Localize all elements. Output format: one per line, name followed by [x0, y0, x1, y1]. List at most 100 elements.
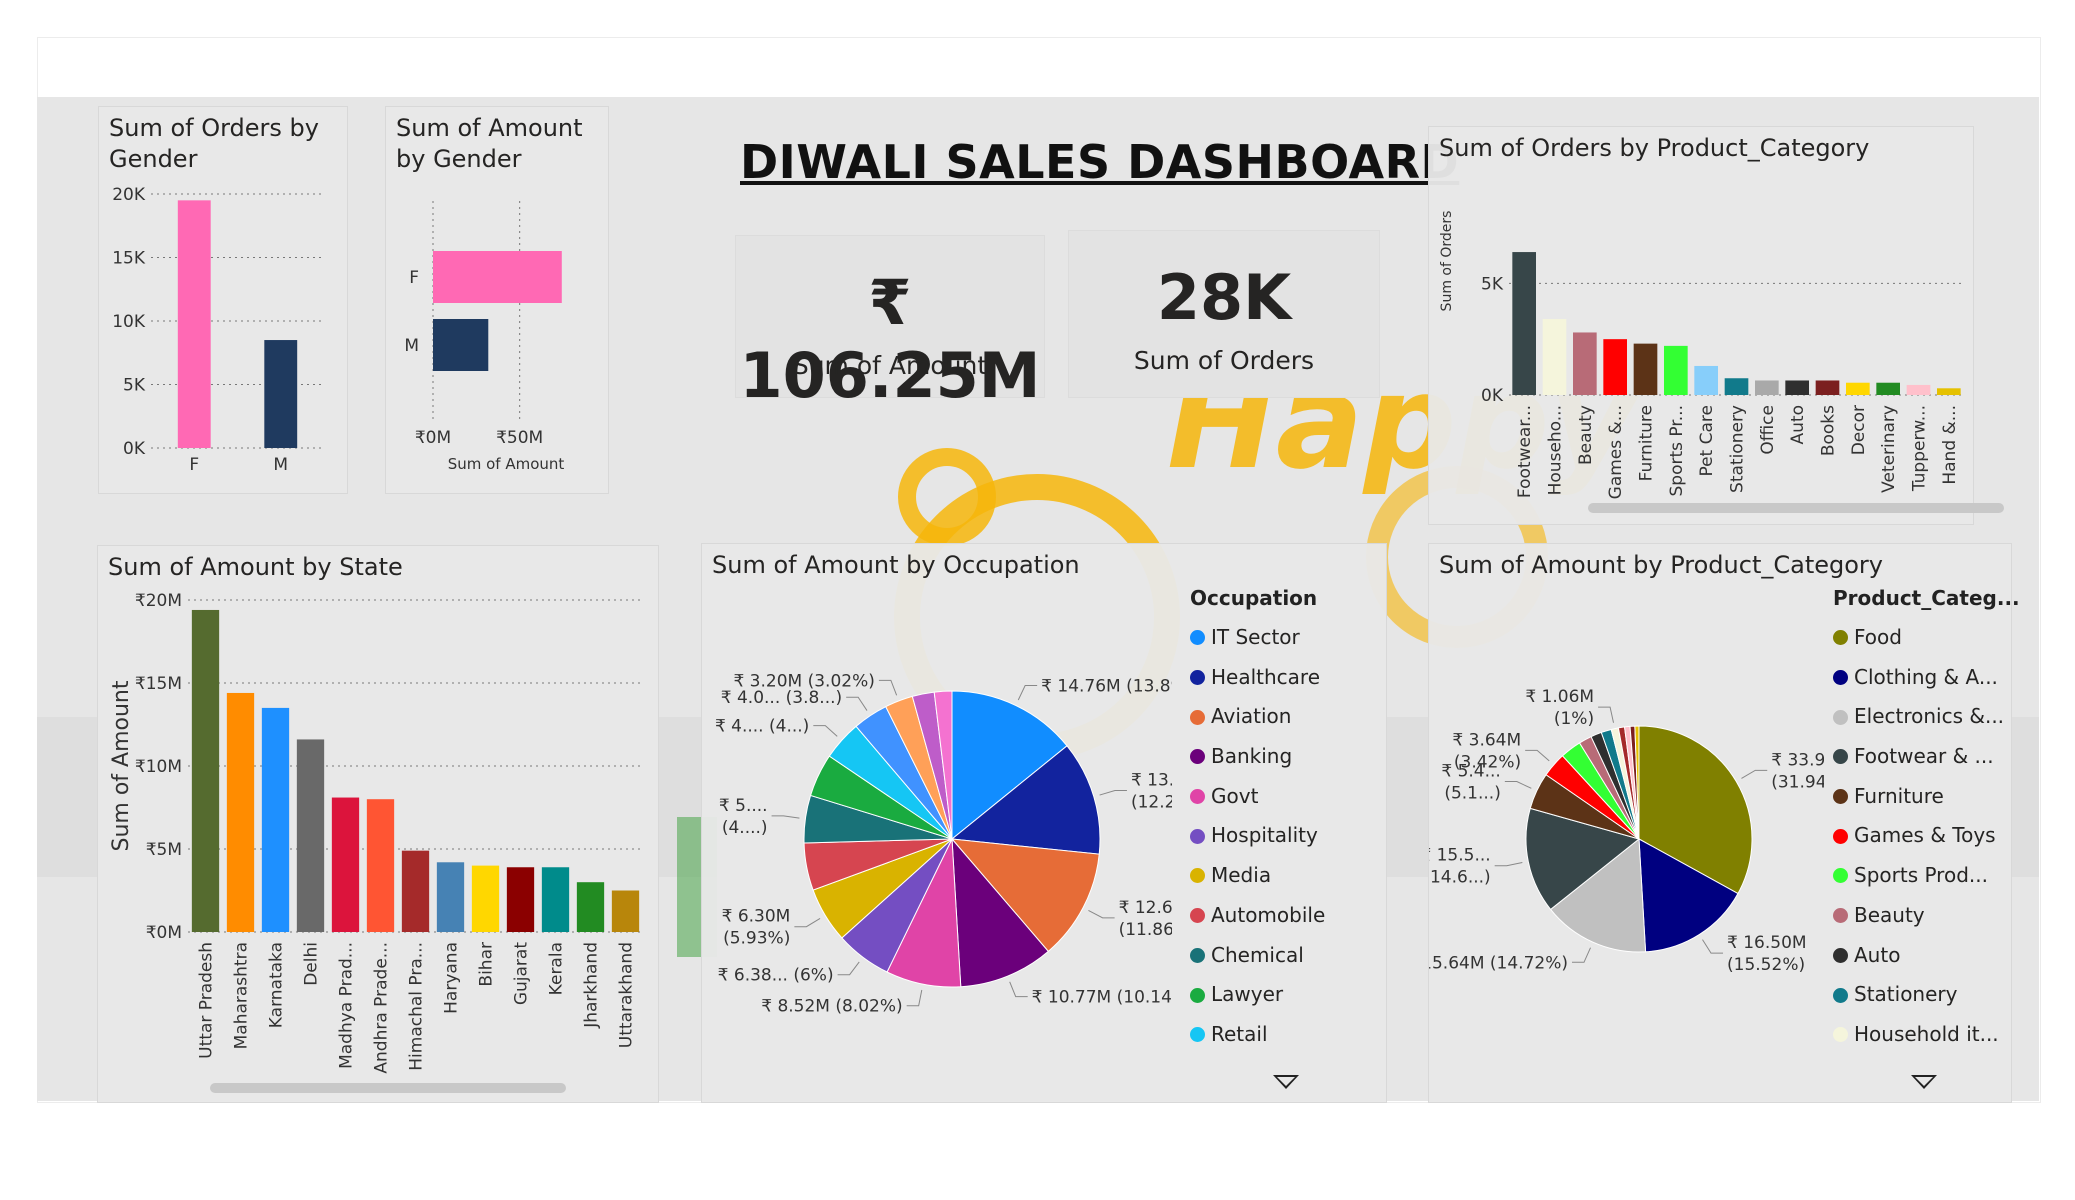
bar-gujarat — [506, 867, 535, 932]
legend-item-it-sector[interactable]: IT Sector — [1190, 618, 1325, 658]
pie-data-label: ₹ 10.77M (10.14%) — [1032, 988, 1172, 1008]
y-tick-label: 15K — [112, 249, 146, 269]
legend-label: Banking — [1211, 744, 1293, 769]
amount-by-state-scrollbar[interactable] — [210, 1083, 566, 1093]
legend-swatch — [1190, 630, 1205, 646]
pie-data-label: ₹ 6.30M — [722, 907, 791, 927]
x-tick-label: Beauty — [1576, 405, 1596, 465]
bar-karnataka — [261, 707, 290, 932]
legend-item-healthcare[interactable]: Healthcare — [1190, 658, 1325, 698]
kpi-card-orders[interactable]: 28K Sum of Orders — [1068, 230, 1380, 398]
y-tick-label: 5K — [123, 376, 146, 396]
bar-auto — [1785, 380, 1809, 395]
legend-label: Retail — [1211, 1021, 1268, 1046]
legend-item-banking[interactable]: Banking — [1190, 737, 1325, 777]
amount-by-occupation-card[interactable]: Sum of Amount by Occupation ₹ 14.76M (13… — [701, 543, 1387, 1103]
legend-swatch — [1190, 987, 1205, 1003]
legend-item-food[interactable]: Food — [1833, 618, 2020, 658]
legend-swatch — [1833, 828, 1848, 844]
legend-swatch — [1190, 947, 1205, 963]
bar-delhi — [296, 739, 325, 932]
legend-item-govt[interactable]: Govt — [1190, 777, 1325, 817]
legend-item-beauty[interactable]: Beauty — [1833, 896, 2020, 936]
y-tick-label: F — [409, 268, 419, 288]
x-tick-label: Gujarat — [512, 942, 532, 1005]
pie-data-label: ₹ 3.64M — [1452, 730, 1521, 750]
pie-data-label: (3.42%) — [1454, 752, 1521, 772]
legend-item-sports-prod[interactable]: Sports Prod... — [1833, 856, 2020, 896]
amount-by-category-card[interactable]: Sum of Amount by Product_Category ₹ 33.9… — [1428, 543, 2020, 1103]
orders-by-category-card[interactable]: Sum of Orders by Product_Category 0K 5K Fo… — [1428, 126, 2004, 525]
legend-item-auto[interactable]: Auto — [1833, 936, 2020, 976]
pie-leader-line — [1088, 909, 1115, 919]
orders-by-gender-card[interactable]: Sum of Orders by Gender 0K 5K 10K 15K 20K F M — [98, 106, 348, 494]
legend-swatch — [1190, 828, 1205, 844]
pie-slice-footwear-shoes — [1525, 807, 1641, 911]
x-tick-label: ₹0M — [415, 428, 451, 448]
pie-data-label: ₹ 4.... (4...) — [715, 717, 809, 737]
legend-item-stationery[interactable]: Stationery — [1833, 975, 2020, 1015]
legend-swatch — [1190, 908, 1205, 924]
legend-item-chemical[interactable]: Chemical — [1190, 936, 1325, 976]
legend-label: Food — [1854, 625, 1902, 649]
x-tick-label: Auto — [1788, 405, 1808, 444]
occupation-legend-more-arrow[interactable] — [1273, 1075, 1299, 1089]
pie-slice-healthcare — [950, 745, 1101, 855]
pie-slice-clothing-apparel — [1638, 838, 1739, 953]
orders-by-gender-chart: 0K 5K 10K 15K 20K F M — [112, 185, 324, 475]
legend-label: Hospitality — [1211, 823, 1318, 848]
legend-label: Lawyer — [1211, 982, 1284, 1007]
orders-by-category-scrollbar[interactable] — [1588, 503, 2004, 513]
x-tick-label: Games &... — [1606, 405, 1626, 499]
amount-by-occupation-title: Sum of Amount by Occupation — [712, 551, 1080, 579]
y-tick-label: ₹0M — [146, 923, 182, 943]
legend-item-retail[interactable]: Retail — [1190, 1015, 1325, 1055]
legend-item-hospitality[interactable]: Hospitality — [1190, 816, 1325, 856]
x-tick-label: Jharkhand — [582, 942, 602, 1029]
legend-swatch — [1190, 789, 1205, 805]
pie-data-label: (4....) — [722, 818, 768, 838]
amount-by-gender-card[interactable]: Sum of Amount by Gender ₹0M ₹50M F M Sum of … — [385, 106, 609, 494]
bar-himachal-pra — [401, 850, 430, 932]
legend-item-games-toys[interactable]: Games & Toys — [1833, 816, 2020, 856]
bar-stationery — [1724, 378, 1749, 395]
x-tick-label: Househo... — [1546, 405, 1566, 495]
amount-by-gender-title: Sum of Amount by Gender — [396, 114, 583, 173]
amount-by-state-card[interactable]: Sum of Amount by State ₹0M ₹5M ₹10M ₹15M ₹20… — [97, 545, 659, 1103]
kpi-orders-value: 28K — [1156, 261, 1292, 334]
legend-item-electronics[interactable]: Electronics &... — [1833, 697, 2020, 737]
pie-data-label: (31.94%) — [1771, 772, 1824, 792]
y-tick-label: 5K — [1481, 274, 1504, 294]
bar-hand — [1937, 388, 1961, 395]
legend-label: Healthcare — [1211, 664, 1321, 689]
amount-by-category-chart: ₹ 33.93M(31.94%) ₹ 16.50M(15.52%) ₹ 15.64M… — [1429, 687, 1824, 975]
bar-furniture — [1633, 343, 1658, 395]
legend-item-footwear[interactable]: Footwear & ... — [1833, 737, 2020, 777]
legend-item-furniture[interactable]: Furniture — [1833, 777, 2020, 817]
legend-label: Games & Toys — [1854, 823, 1996, 848]
x-tick-label: Andhra Prade... — [372, 942, 392, 1074]
legend-item-lawyer[interactable]: Lawyer — [1190, 975, 1325, 1015]
legend-label: Footwear & ... — [1854, 744, 1994, 769]
legend-item-household-it[interactable]: Household it... — [1833, 1015, 2020, 1055]
kpi-card-amount[interactable]: ₹ 106.25M Sum of Amount — [735, 235, 1045, 412]
legend-swatch — [1190, 868, 1205, 884]
pie-slice-banking — [951, 837, 1050, 988]
x-tick-label: Decor — [1849, 405, 1869, 455]
bar-veterinary — [1876, 382, 1900, 395]
legend-item-aviation[interactable]: Aviation — [1190, 697, 1325, 737]
pie-data-label: (5.93%) — [723, 929, 790, 949]
legend-item-media[interactable]: Media — [1190, 856, 1325, 896]
x-tick-label: Himachal Pra... — [407, 942, 427, 1071]
pie-leader-line — [846, 696, 868, 711]
bar-books — [1815, 380, 1840, 395]
pie-leader-line — [878, 679, 898, 696]
pie-data-label: ₹ 5.... — [719, 796, 768, 816]
category-legend-more-arrow[interactable] — [1911, 1075, 1937, 1089]
legend-swatch — [1190, 670, 1205, 686]
legend-label: Govt — [1211, 783, 1259, 808]
legend-item-automobile[interactable]: Automobile — [1190, 896, 1325, 936]
x-tick-label: Footwear... — [1515, 405, 1535, 498]
pie-leader-line — [1504, 781, 1532, 789]
legend-item-clothing-a[interactable]: Clothing & A... — [1833, 658, 2020, 698]
